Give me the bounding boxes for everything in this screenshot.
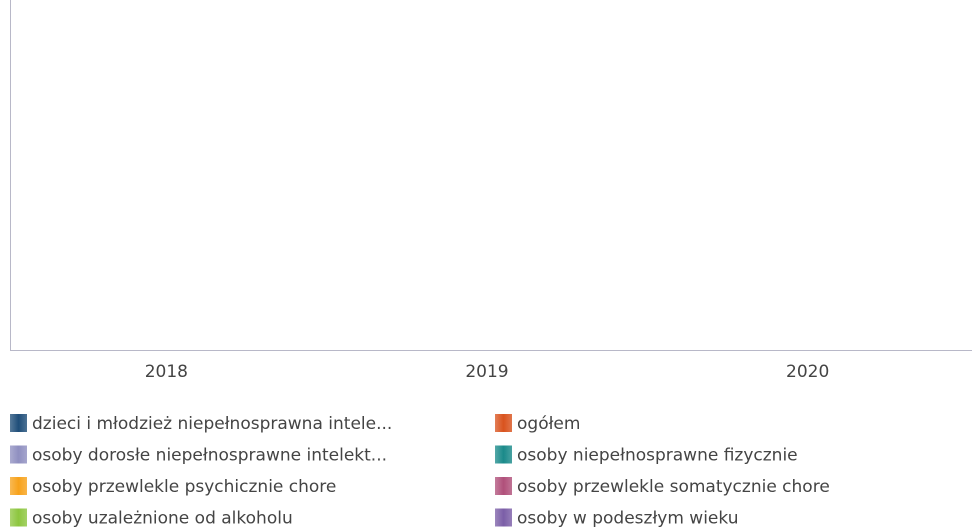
legend-swatch <box>495 445 512 464</box>
legend-swatch <box>10 508 27 527</box>
legend-label: osoby uzależnione od alkoholu <box>32 509 293 529</box>
x-tick-label: 2020 <box>786 362 829 382</box>
legend-swatch <box>10 477 27 495</box>
legend-swatch <box>495 508 512 527</box>
legend-swatch <box>495 477 512 495</box>
legend-label: osoby niepełnosprawne fizycznie <box>517 446 798 466</box>
legend-label: dzieci i młodzież niepełnosprawna intele… <box>32 414 392 434</box>
x-tick-label: 2019 <box>465 362 508 382</box>
legend-swatch <box>10 414 27 432</box>
legend-label: osoby przewlekle psychicznie chore <box>32 477 336 497</box>
legend-label: ogółem <box>517 414 580 434</box>
legend-label: osoby przewlekle somatycznie chore <box>517 477 830 497</box>
legend-label: osoby dorosłe niepełnosprawne intelekt..… <box>32 446 387 466</box>
legend-label: osoby w podeszłym wieku <box>517 509 738 529</box>
legend-swatch <box>10 445 27 464</box>
legend-swatch <box>495 414 512 432</box>
x-tick-label: 2018 <box>145 362 188 382</box>
